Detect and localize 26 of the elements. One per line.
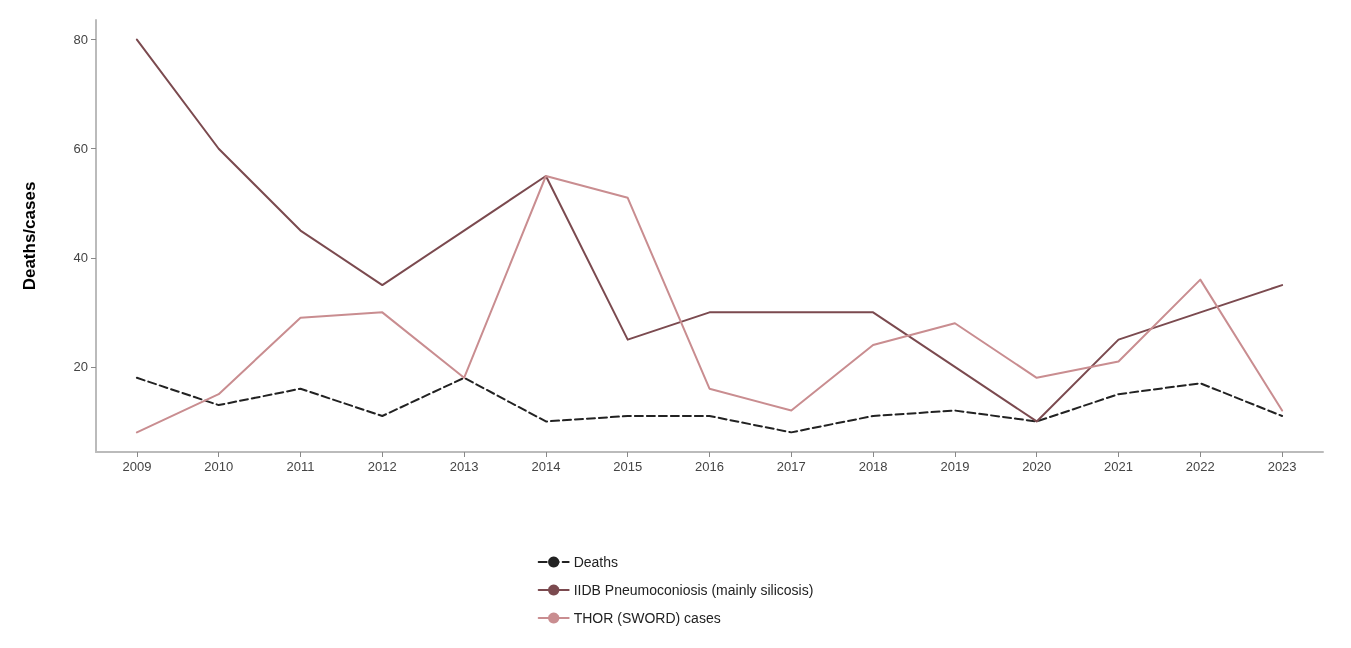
y-tick-label: 20: [73, 359, 88, 375]
x-tick-label: 2022: [1185, 459, 1215, 474]
legend-label: THOR (SWORD) cases: [573, 610, 721, 626]
y-axis-title: Deaths/cases: [20, 181, 39, 291]
x-tick-label: 2019: [940, 459, 970, 474]
y-tick-label: 60: [73, 141, 88, 157]
x-tick-label: 2020: [1022, 459, 1052, 474]
x-tick-label: 2012: [367, 459, 397, 474]
x-tick-label: 2017: [776, 459, 806, 474]
legend-label: Deaths: [573, 554, 619, 570]
x-tick-label: 2009: [122, 459, 152, 474]
line-series: [135, 175, 1284, 434]
x-tick-label: 2013: [449, 459, 479, 474]
y-tick-label: 80: [73, 32, 88, 48]
x-tick-label: 2023: [1267, 459, 1297, 474]
x-tick-label: 2010: [204, 459, 234, 474]
line-series: [135, 376, 1284, 434]
x-tick-label: 2021: [1104, 459, 1133, 474]
x-tick-label: 2011: [286, 459, 315, 474]
x-tick-label: 2018: [858, 459, 888, 474]
line-series: [135, 38, 1284, 423]
x-tick-label: 2014: [531, 459, 561, 474]
x-tick-label: 2015: [613, 459, 643, 474]
x-tick-label: 2016: [695, 459, 724, 474]
y-tick-label: 40: [73, 250, 88, 266]
legend-label: IIDB Pneumoconiosis (mainly silicosis): [573, 582, 814, 598]
